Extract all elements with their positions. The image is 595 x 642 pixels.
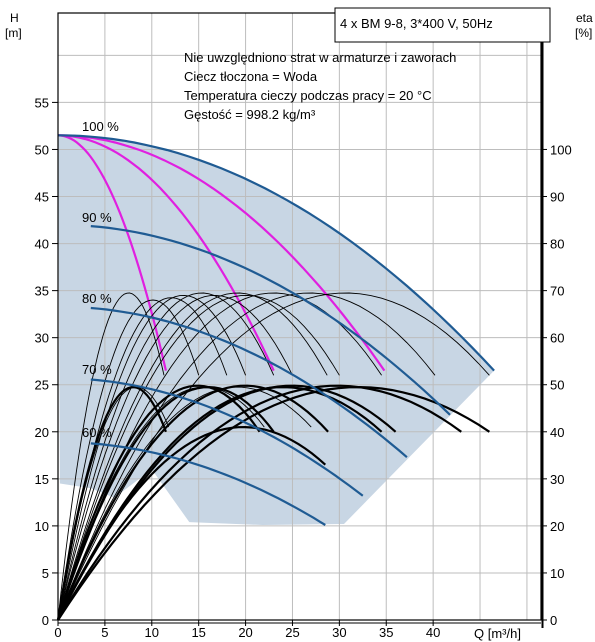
y-left-tick-label: 35	[35, 284, 49, 299]
x-tick-label: 10	[145, 625, 159, 640]
y-right-tick-label: 80	[550, 237, 564, 252]
speed-label-100: 100 %	[82, 119, 119, 134]
y-right-tick-label: 70	[550, 284, 564, 299]
tick-labels-layer: 0 5 10 15 20 25 30 35 40 0 5 10 15 20 25 30 35 40 45 50 55 0 1…	[35, 95, 572, 640]
y-right-tick-label: 30	[550, 472, 564, 487]
efficiency-curve-thin-9	[57, 294, 340, 621]
plot-border	[57, 12, 542, 621]
efficiency-curve-thin-14	[57, 386, 312, 621]
head-curve-80	[90, 306, 408, 459]
x-tick-label: 20	[238, 625, 252, 640]
efficiency-curve-thin-5	[57, 292, 436, 621]
x-tick-label: 35	[379, 625, 393, 640]
x-tick-label: 0	[54, 625, 61, 640]
efficiency-curve-thin-6	[57, 292, 490, 621]
note-line-3: Temperatura cieczy podczas pracy = 20 °C	[184, 88, 432, 103]
speed-label-70: 70 %	[82, 362, 112, 377]
efficiency-curves-layer	[56, 292, 491, 621]
efficiency-curve-thick-1	[56, 385, 167, 621]
x-axis-label: Q [m³/h]	[474, 626, 521, 641]
y-left-tick-label: 5	[42, 566, 49, 581]
note-line-2: Ciecz tłoczona = Woda	[184, 69, 318, 84]
efficiency-curve-thin-7	[57, 294, 247, 621]
head-curves-layer	[57, 134, 495, 526]
y-right-tick-label: 40	[550, 425, 564, 440]
y-left-tick-label: 15	[35, 472, 49, 487]
efficiency-curve-thin-8	[57, 294, 293, 621]
system-curve-1	[57, 134, 167, 371]
system-curve-3	[57, 134, 386, 372]
x-tick-label: 5	[101, 625, 108, 640]
head-curve-90	[90, 225, 451, 416]
speed-label-90: 90 %	[82, 210, 112, 225]
y-right-tick-label: 0	[550, 613, 557, 628]
efficiency-curve-thick-8	[57, 384, 462, 621]
speed-label-80: 80 %	[82, 291, 112, 306]
y-right-tick-label: 10	[550, 566, 564, 581]
efficiency-curve-thin-10	[57, 299, 200, 621]
y-axis-right-symbol: eta	[576, 11, 593, 25]
y-axis-left-symbol: H	[10, 11, 19, 25]
x-tick-label: 30	[332, 625, 346, 640]
title-box	[334, 7, 551, 43]
y-left-tick-label: 10	[35, 519, 49, 534]
speed-label-60: 60 %	[82, 425, 112, 440]
x-tick-label: 15	[191, 625, 205, 640]
system-curves-layer	[57, 134, 386, 372]
system-curve-2	[57, 134, 275, 372]
y-left-tick-label: 30	[35, 331, 49, 346]
y-left-tick-label: 50	[35, 142, 49, 157]
y-right-tick-label: 60	[550, 331, 564, 346]
y-right-tick-label: 50	[550, 378, 564, 393]
head-curve-70	[90, 378, 364, 497]
head-curve-100	[57, 134, 495, 372]
y-left-tick-label: 40	[35, 237, 49, 252]
x-tick-label: 40	[426, 625, 440, 640]
chart-title: 4 x BM 9-8, 3*400 V, 50Hz	[340, 16, 493, 31]
note-line-4: Gęstość = 998.2 kg/m³	[184, 107, 316, 122]
y-right-tick-label: 20	[550, 519, 564, 534]
y-right-tick-label: 100	[550, 142, 572, 157]
efficiency-curve-thin-3	[57, 292, 328, 621]
efficiency-curve-thick-9	[57, 425, 327, 621]
efficiency-curve-thick-5	[56, 384, 261, 621]
x-tick-label: 25	[285, 625, 299, 640]
head-curve-60	[90, 442, 326, 526]
y-left-tick-label: 0	[42, 613, 49, 628]
y-left-tick-label: 55	[35, 95, 49, 110]
y-right-tick-label: 90	[550, 190, 564, 205]
efficiency-curve-thick-4	[57, 385, 491, 621]
efficiency-curve-thin-2	[57, 292, 275, 621]
y-left-tick-label: 20	[35, 425, 49, 440]
y-left-tick-label: 25	[35, 378, 49, 393]
y-left-tick-label: 45	[35, 190, 49, 205]
note-line-1: Nie uwzględniono strat w armaturze i zaw…	[184, 50, 456, 65]
y-axis-left-unit: [m]	[5, 26, 22, 40]
y-axis-right-unit: [%]	[575, 26, 592, 40]
